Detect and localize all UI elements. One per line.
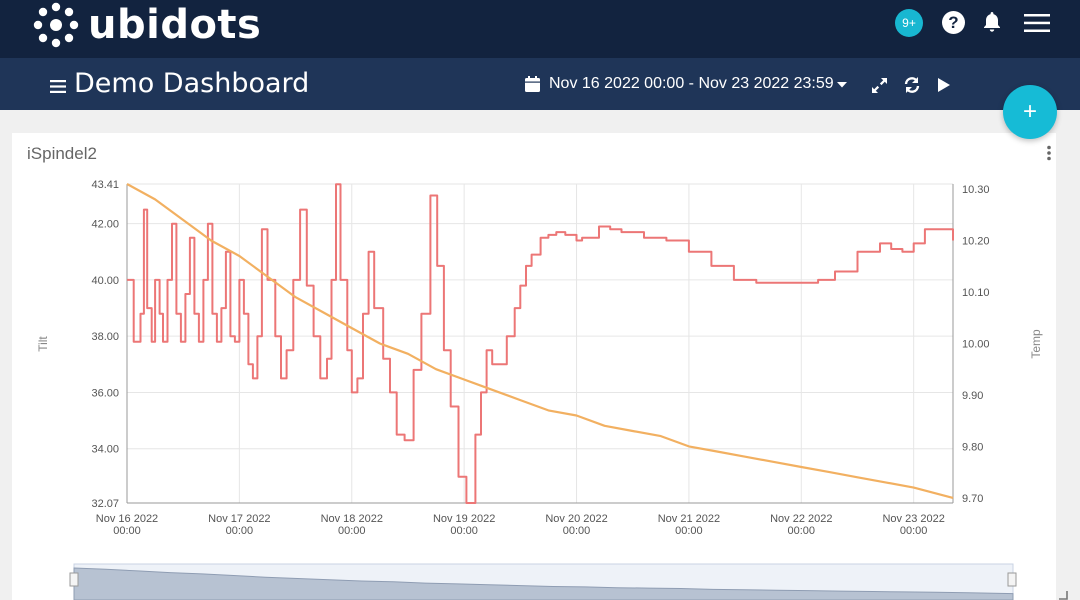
y-left-tick-label: 43.41	[91, 179, 119, 191]
tilt-series-line	[127, 183, 954, 504]
y-left-tick-label: 38.00	[91, 331, 119, 343]
x-tick-label-date: Nov 17 2022	[208, 513, 270, 525]
x-tick-label-time: 00:00	[563, 525, 591, 537]
bell-icon[interactable]	[980, 10, 1004, 34]
y-right-tick-label: 9.80	[962, 441, 983, 453]
x-tick-label-date: Nov 19 2022	[433, 513, 495, 525]
x-tick-label-time: 00:00	[675, 525, 703, 537]
y-right-tick-label: 10.00	[962, 339, 990, 351]
play-icon[interactable]	[936, 77, 951, 93]
refresh-icon[interactable]	[903, 76, 921, 94]
chart-widget	[12, 133, 1056, 600]
x-tick-label-time: 00:00	[450, 525, 478, 537]
navigator-series-area	[73, 567, 1014, 600]
add-widget-button[interactable]: +	[1003, 85, 1057, 139]
chevron-down-icon[interactable]	[836, 81, 848, 89]
y-right-tick-label: 10.10	[962, 287, 990, 299]
calendar-icon[interactable]	[525, 76, 540, 92]
y-left-tick-label: 32.07	[91, 498, 119, 510]
app-name: ubidots	[88, 2, 262, 48]
logo-dots-icon	[33, 2, 79, 48]
x-tick-label-date: Nov 22 2022	[770, 513, 832, 525]
x-tick-label-time: 00:00	[338, 525, 366, 537]
date-range-picker[interactable]: Nov 16 2022 00:00 - Nov 23 2022 23:59	[549, 75, 834, 92]
notifications-badge[interactable]: 9+	[895, 9, 923, 37]
y-right-tick-label: 10.30	[962, 184, 990, 196]
temp-series-line	[126, 183, 954, 499]
x-tick-label-date: Nov 23 2022	[882, 513, 944, 525]
x-tick-label-time: 00:00	[226, 525, 254, 537]
menu-icon[interactable]	[1024, 13, 1050, 33]
x-tick-label-date: Nov 21 2022	[658, 513, 720, 525]
y-right-tick-label: 9.90	[962, 390, 983, 402]
y-left-tick-label: 40.00	[91, 275, 119, 287]
hamburger-icon[interactable]	[50, 80, 66, 93]
y-left-tick-label: 42.00	[91, 219, 119, 231]
y-right-tick-label: 9.70	[962, 493, 983, 505]
more-options-icon[interactable]	[1045, 145, 1053, 161]
help-icon[interactable]: ?	[942, 11, 965, 34]
x-tick-label-time: 00:00	[900, 525, 928, 537]
expand-icon[interactable]	[871, 77, 888, 94]
y-left-axis-label: Tilt	[36, 336, 50, 352]
y-right-axis-label: Temp	[1029, 329, 1043, 359]
y-left-tick-label: 36.00	[91, 387, 119, 399]
dashboard-header	[0, 58, 1080, 110]
x-tick-label-time: 00:00	[788, 525, 816, 537]
resize-handle-icon[interactable]	[1058, 590, 1068, 600]
x-tick-label-time: 00:00	[113, 525, 141, 537]
widget-title: iSpindel2	[27, 144, 97, 163]
y-right-tick-label: 10.20	[962, 236, 990, 248]
x-tick-label-date: Nov 18 2022	[321, 513, 383, 525]
dashboard-title[interactable]: Demo Dashboard	[74, 68, 310, 99]
y-left-tick-label: 34.00	[91, 444, 119, 456]
x-tick-label-date: Nov 20 2022	[545, 513, 607, 525]
app-logo[interactable]: ubidots	[32, 0, 261, 50]
navigator-handle-right	[1007, 572, 1017, 587]
navigator-handle-left	[69, 572, 79, 587]
x-tick-label-date: Nov 16 2022	[96, 513, 158, 525]
